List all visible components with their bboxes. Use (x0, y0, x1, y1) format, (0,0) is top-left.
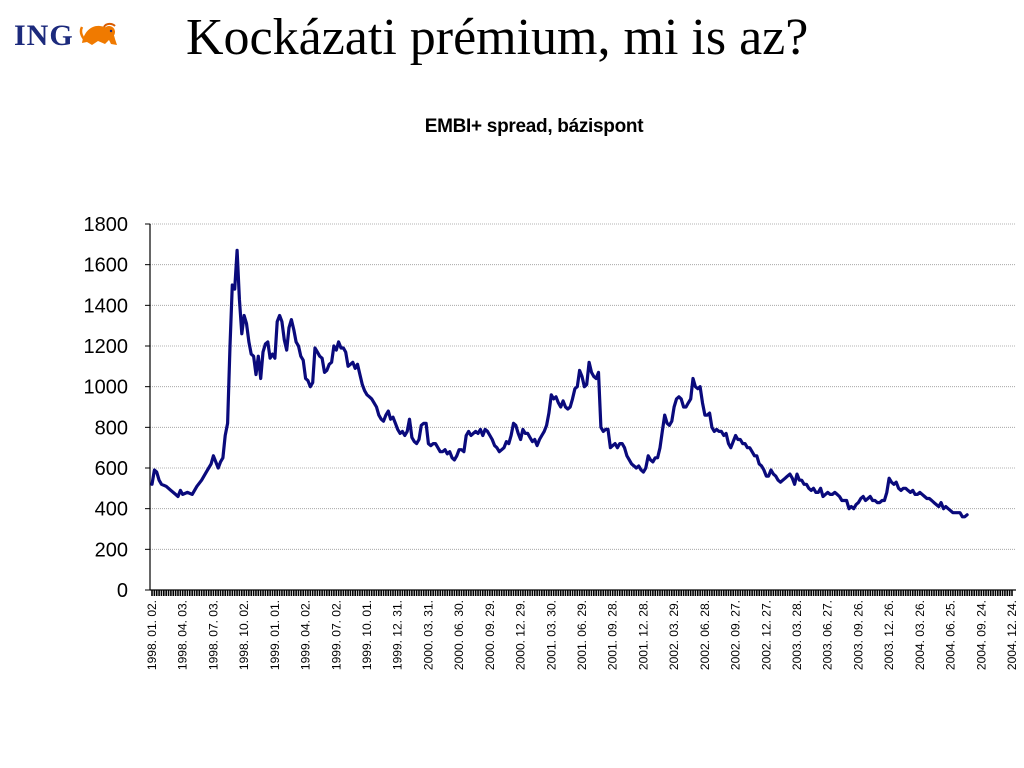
y-tick-label: 0 (117, 580, 128, 602)
x-tick-label: 1999. 07. 02. (329, 600, 343, 670)
x-tick-label: 2003. 03. 28. (790, 600, 804, 670)
x-tick-label: 1999. 10. 01. (360, 600, 374, 670)
x-tick-label: 2001. 09. 28. (606, 600, 620, 670)
x-tick-label: 1999. 04. 02. (299, 600, 313, 670)
y-tick-labels: 0 200 400 600 800 1000 1200 1400 1600 1800 (84, 214, 129, 602)
x-tick-label: 1998. 10. 02. (237, 600, 251, 670)
axes (145, 223, 1016, 596)
y-tick-label: 1600 (84, 255, 129, 277)
x-tick-label: 2002. 03. 29. (667, 600, 681, 670)
x-tick-label: 2003. 12. 26. (882, 600, 896, 670)
x-tick-label: 1999. 12. 31. (391, 600, 405, 670)
y-tick-label: 1200 (84, 336, 129, 358)
x-tick-label: 1998. 04. 03. (176, 600, 190, 670)
y-tick-label: 600 (95, 458, 128, 480)
x-tick-label: 1998. 07. 03. (206, 600, 220, 670)
x-tick-label: 2000. 03. 31. (421, 600, 435, 670)
series-line (150, 248, 969, 519)
y-tick-label: 1400 (84, 295, 129, 317)
x-tick-labels: 1998. 01. 02. 1998. 04. 03. 1998. 07. 03. 1… (145, 600, 1019, 670)
logo-text: ING (14, 19, 74, 52)
ing-logo: ING (14, 14, 120, 58)
y-tick-label: 1000 (84, 377, 129, 399)
x-tick-label: 1998. 01. 02. (145, 600, 159, 670)
x-tick-label: 2000. 09. 29. (483, 600, 497, 670)
y-tick-label: 1800 (84, 214, 129, 236)
x-tick-label: 2001. 12. 28. (636, 600, 650, 670)
x-tick-label: 1999. 01. 01. (268, 600, 282, 670)
x-tick-label: 2004. 06. 25. (944, 600, 958, 670)
x-tick-label: 2003. 06. 27. (821, 600, 835, 670)
x-tick-label: 2001. 03. 30. (544, 600, 558, 670)
x-tick-label: 2003. 09. 26. (851, 600, 865, 670)
x-tick-label: 2004. 09. 24. (974, 600, 988, 670)
gridlines (150, 223, 1016, 550)
y-tick-label: 400 (95, 499, 128, 521)
chart-title: EMBI+ spread, bázispont (424, 116, 644, 137)
slide-title: Kockázati prémium, mi is az? (186, 9, 809, 66)
y-tick-label: 800 (95, 417, 128, 439)
x-tick-label: 2000. 06. 30. (452, 600, 466, 670)
x-tick-label: 2004. 03. 26. (913, 600, 927, 670)
x-tick-label: 2004. 12. 24. (1005, 600, 1019, 670)
x-tick-label: 2002. 09. 27. (729, 600, 743, 670)
x-tick-label: 2001. 06. 29. (575, 600, 589, 670)
lion-icon (78, 17, 120, 56)
y-tick-label: 200 (95, 539, 128, 561)
x-tick-label: 2002. 12. 27. (759, 600, 773, 670)
x-tick-label: 2000. 12. 29. (514, 600, 528, 670)
x-tick-label: 2002. 06. 28. (698, 600, 712, 670)
series-layer (150, 248, 969, 519)
